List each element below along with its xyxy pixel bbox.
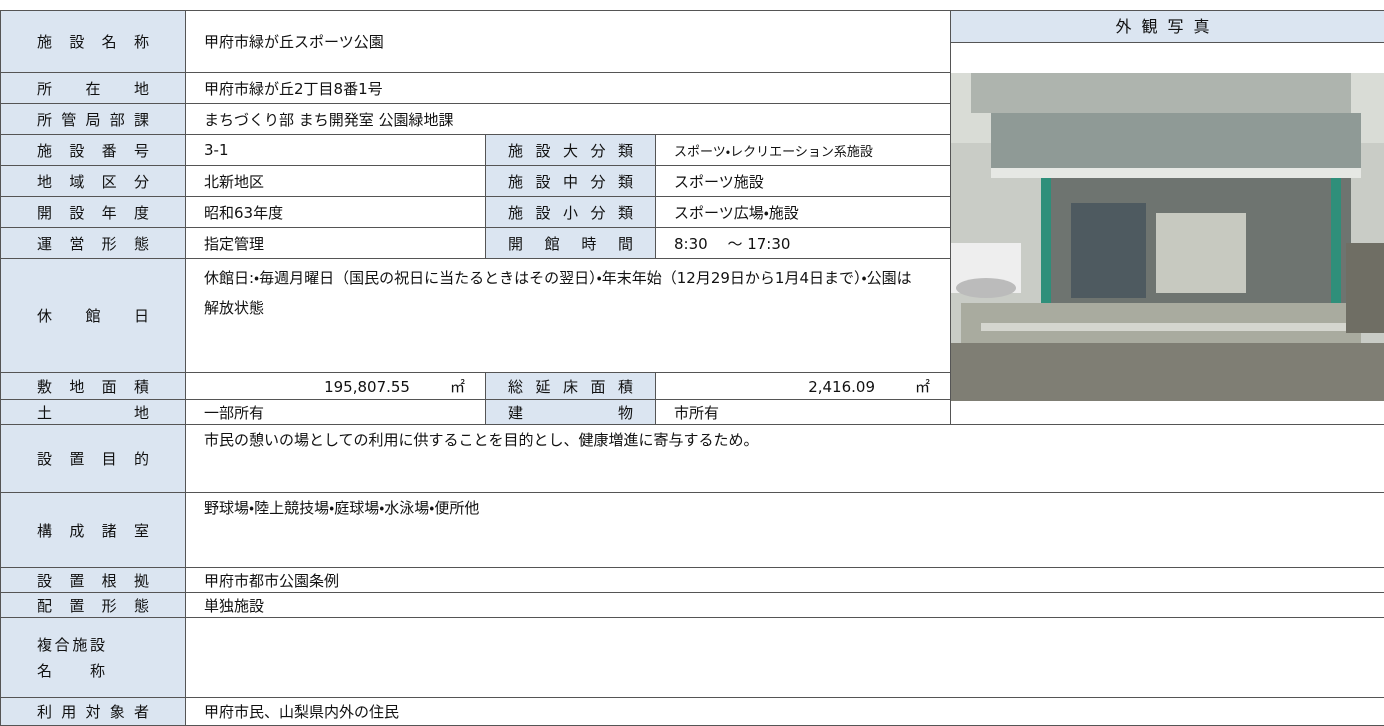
value: 3-1 (186, 135, 486, 166)
label: 施設中分類 (486, 166, 656, 197)
label: 施設名称 (1, 11, 186, 73)
unit: ㎡ (915, 376, 930, 397)
label: 施設番号 (1, 135, 186, 166)
label: 複合施設名称 (37, 632, 105, 684)
label: 開設年度 (1, 197, 186, 228)
value: 休館日:・毎週月曜日（国民の祝日に当たるときはその翌日）・年末年始（12月29日… (186, 259, 951, 373)
label: 総延床面積 (486, 373, 656, 400)
value: 甲府市緑が丘2丁目8番1号 (186, 73, 951, 104)
label: 敷地面積 (1, 373, 186, 400)
label: 利用対象者 (1, 698, 186, 726)
value: 2,416.09 (808, 378, 875, 396)
photo-header-cell: 外観写真 (951, 11, 1384, 73)
value: 北新地区 (186, 166, 486, 197)
label: 施設小分類 (486, 197, 656, 228)
value: スポーツ施設 (656, 166, 951, 197)
label: 構成諸室 (1, 493, 186, 568)
value: 甲府市民、山梨県内外の住民 (186, 698, 1384, 726)
label: 所管局部課 (1, 104, 186, 135)
value: 指定管理 (186, 228, 486, 259)
value: 甲府市緑が丘スポーツ公園 (186, 11, 951, 73)
value: 8:30 ～ 17:30 (656, 228, 951, 259)
facility-table: 施設名称 甲府市緑が丘スポーツ公園 外観写真 所在地 甲府市緑が丘2丁目8番1号 (0, 10, 1384, 726)
value-cell: 2,416.09 ㎡ (656, 373, 951, 400)
label: 設置目的 (1, 425, 186, 493)
value: まちづくり部 まち開発室 公園緑地課 (186, 104, 951, 135)
value: 野球場・陸上競技場・庭球場・水泳場・便所他 (186, 493, 1384, 568)
value: 市所有 (656, 400, 951, 425)
label: 設置根拠 (1, 568, 186, 593)
unit: ㎡ (450, 376, 465, 397)
value: 市民の憩いの場としての利用に供することを目的とし、健康増進に寄与するため。 (186, 425, 1384, 493)
value: 昭和63年度 (186, 197, 486, 228)
label: 施設大分類 (486, 135, 656, 166)
label: 開館時間 (486, 228, 656, 259)
value: 甲府市都市公園条例 (186, 568, 1384, 593)
label: 土地 (1, 400, 186, 425)
label: 配置形態 (1, 593, 186, 618)
value: スポーツ・レクリエーション系施設 (656, 135, 951, 166)
photo-cell (951, 73, 1384, 425)
photo-title: 外観写真 (951, 11, 1384, 43)
value-cell: 195,807.55 ㎡ (186, 373, 486, 400)
label-cell: 複合施設名称 (1, 618, 186, 698)
value: 一部所有 (186, 400, 486, 425)
label: 所在地 (1, 73, 186, 104)
value: 単独施設 (186, 593, 1384, 618)
value: スポーツ広場・施設 (656, 197, 951, 228)
label: 休館日 (1, 259, 186, 373)
label: 地域区分 (1, 166, 186, 197)
label: 建物 (486, 400, 656, 425)
photo (951, 73, 1384, 401)
label: 運営形態 (1, 228, 186, 259)
value (186, 618, 1384, 698)
value: 195,807.55 (324, 378, 410, 396)
